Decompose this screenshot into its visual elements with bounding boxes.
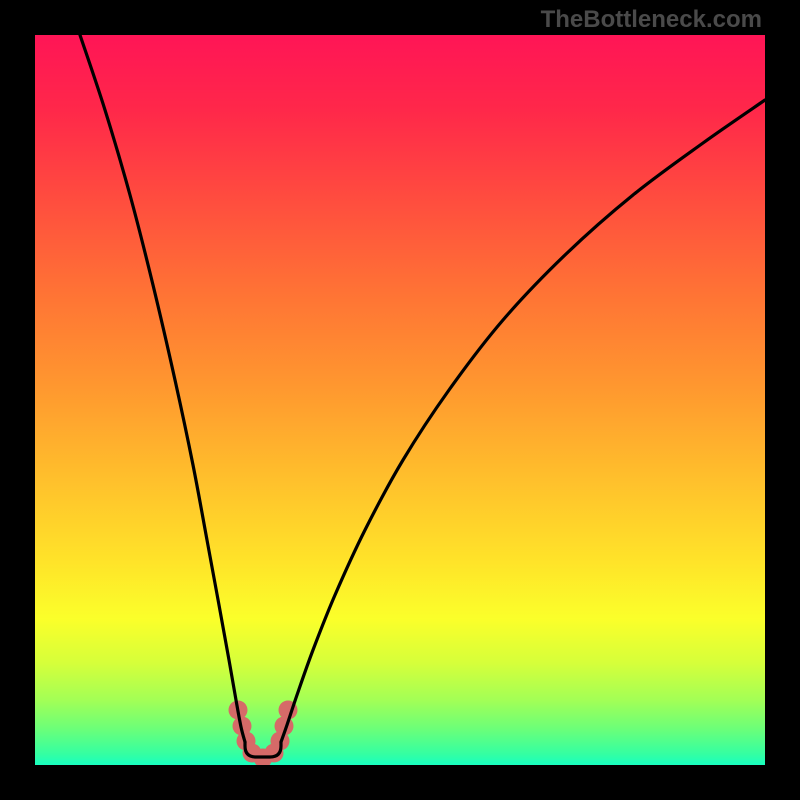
curve-right-branch [281,100,765,742]
watermark-text: TheBottleneck.com [541,6,762,34]
plot-area [35,35,765,765]
curve-left-branch [80,35,245,742]
curve-layer [35,35,765,765]
